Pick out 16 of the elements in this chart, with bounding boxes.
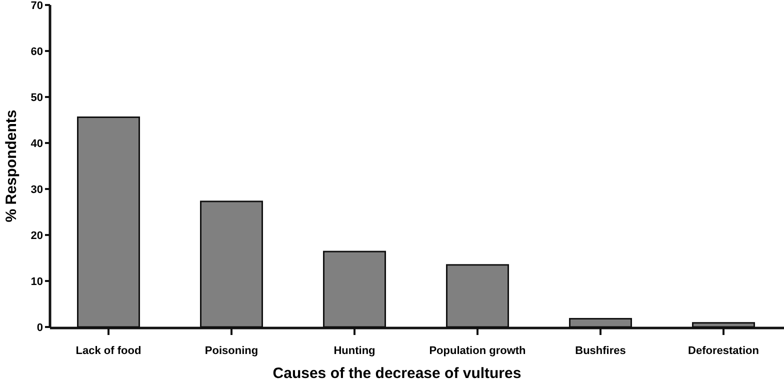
x-axis-title: Causes of the decrease of vultures <box>272 365 522 382</box>
y-tick-label: 0 <box>36 322 43 334</box>
x-tick-label: Bushfires <box>575 345 626 357</box>
y-tick-label: 20 <box>30 230 43 242</box>
y-tick-label: 50 <box>30 92 43 104</box>
x-tick-label: Lack of food <box>76 345 142 357</box>
x-tick-label: Poisoning <box>204 345 258 357</box>
x-tick-label: Hunting <box>334 345 376 357</box>
y-tick-label: 70 <box>30 0 43 12</box>
y-axis-title: % Respondents <box>3 110 20 222</box>
y-tick-label: 30 <box>30 184 43 196</box>
x-tick-label: Population growth <box>429 345 526 357</box>
y-tick-label: 40 <box>30 138 43 150</box>
y-tick-label: 60 <box>30 46 43 58</box>
x-tick-label: Deforestation <box>688 345 760 357</box>
y-tick-label: 10 <box>30 276 43 288</box>
